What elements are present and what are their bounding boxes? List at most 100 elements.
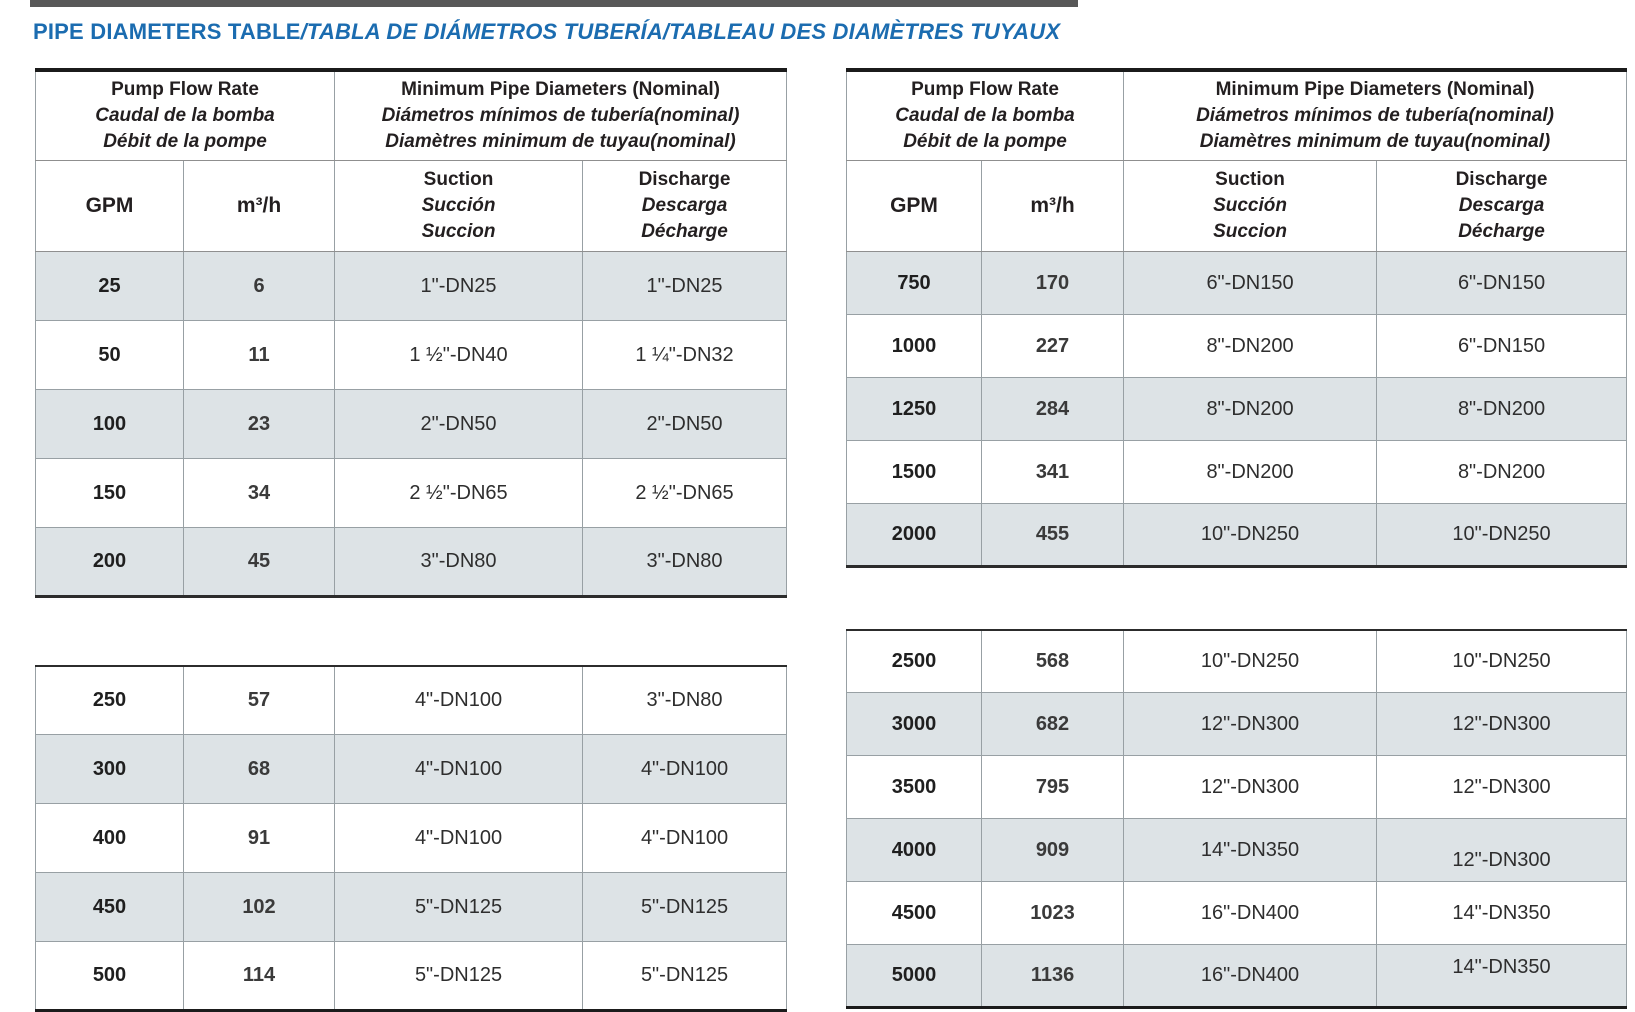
- suction-value: 16"-DN400: [1123, 944, 1377, 1009]
- flow-rate-label-en: Pump Flow Rate: [911, 78, 1059, 100]
- page-title: PIPE DIAMETERS TABLE/TABLA DE DIÁMETROS …: [33, 19, 1060, 45]
- gpm-value: 1000: [846, 314, 982, 378]
- m3h-header: m³/h: [980, 160, 1124, 252]
- m3h-value: 6: [182, 251, 335, 321]
- suction-value: 1 ½"-DN40: [334, 320, 583, 390]
- discharge-value: 1"-DN25: [582, 251, 788, 321]
- suction-value: 5"-DN125: [334, 941, 583, 1012]
- gpm-value: 5000: [846, 944, 982, 1009]
- discharge-value: 5"-DN125: [582, 872, 788, 942]
- min-diameters-label-es: Diámetros mínimos de tubería(nominal): [381, 104, 740, 126]
- discharge-label-en: Discharge: [638, 168, 731, 190]
- m3h-value: 568: [980, 628, 1124, 693]
- gpm-value: 4000: [846, 818, 982, 882]
- suction-value: 4"-DN100: [334, 734, 583, 804]
- truncated-top-bar: [30, 0, 1078, 7]
- gpm-value: 300: [35, 734, 184, 804]
- suction-label-fr: Succion: [1213, 221, 1287, 243]
- m3h-value: 34: [182, 458, 335, 528]
- m3h-value: 114: [182, 941, 335, 1012]
- table-row: 3500 795 12"-DN300 12"-DN300: [846, 755, 1628, 819]
- m3h-value: 1023: [980, 881, 1124, 945]
- table-row: 1250 284 8"-DN200 8"-DN200: [846, 377, 1628, 441]
- gpm-value: 1250: [846, 377, 982, 441]
- min-diameters-label-en: Minimum Pipe Diameters (Nominal): [1215, 78, 1535, 100]
- min-diameters-label-fr: Diamètres minimum de tuyau(nominal): [1199, 131, 1551, 153]
- suction-header: Suction Succión Succion: [1123, 160, 1377, 252]
- table-row: 4000 909 14"-DN350 12"-DN300: [846, 818, 1628, 882]
- discharge-value: 6"-DN150: [1376, 314, 1628, 378]
- gpm-value: 250: [35, 664, 184, 735]
- table-row: 300 68 4"-DN100 4"-DN100: [35, 734, 788, 804]
- table-row: 250 57 4"-DN100 3"-DN80: [35, 664, 788, 735]
- suction-value: 3"-DN80: [334, 527, 583, 598]
- min-diameters-header: Minimum Pipe Diameters (Nominal) Diámetr…: [334, 68, 788, 161]
- discharge-value: 12"-DN300: [1376, 818, 1628, 882]
- flow-rate-header: Pump Flow Rate Caudal de la bomba Débit …: [845, 68, 1124, 161]
- table-body: 750 170 6"-DN150 6"-DN150 1000 227 8"-DN200 6"-…: [846, 251, 1628, 1009]
- table-row: 100 23 2"-DN50 2"-DN50: [35, 389, 788, 459]
- suction-value: 8"-DN200: [1123, 377, 1377, 441]
- suction-label-es: Succión: [1213, 194, 1287, 216]
- suction-value: 8"-DN200: [1123, 314, 1377, 378]
- table-row: 50 11 1 ½"-DN40 1 ¼"-DN32: [35, 320, 788, 390]
- suction-value: 6"-DN150: [1123, 251, 1377, 315]
- m3h-value: 455: [980, 503, 1124, 568]
- m3h-value: 23: [182, 389, 335, 459]
- table-row: 2500 568 10"-DN250 10"-DN250: [846, 628, 1628, 693]
- table-row: 150 34 2 ½"-DN65 2 ½"-DN65: [35, 458, 788, 528]
- flow-rate-label-es: Caudal de la bomba: [95, 104, 275, 126]
- suction-value: 12"-DN300: [1123, 755, 1377, 819]
- discharge-value: 8"-DN200: [1376, 440, 1628, 504]
- discharge-value: 8"-DN200: [1376, 377, 1628, 441]
- discharge-value: 14"-DN350: [1376, 944, 1628, 1009]
- suction-value: 2"-DN50: [334, 389, 583, 459]
- gpm-header: GPM: [35, 160, 184, 252]
- suction-header: Suction Succión Succion: [334, 160, 583, 252]
- suction-value: 8"-DN200: [1123, 440, 1377, 504]
- header-row-units: GPM m³/h Suction Succión Succion Dischar…: [846, 160, 1628, 252]
- gpm-value: 750: [846, 251, 982, 315]
- flow-rate-label-en: Pump Flow Rate: [111, 78, 259, 100]
- gpm-value: 100: [35, 389, 184, 459]
- m3h-value: 909: [980, 818, 1124, 882]
- suction-value: 4"-DN100: [334, 664, 583, 735]
- discharge-header: Discharge Descarga Décharge: [1376, 160, 1628, 252]
- pipe-table-high-flow: Pump Flow Rate Caudal de la bomba Débit …: [845, 68, 1628, 1009]
- suction-value: 4"-DN100: [334, 803, 583, 873]
- page-title-translations: /TABLA DE DIÁMETROS TUBERÍA/TABLEAU DES …: [300, 19, 1061, 44]
- discharge-value: 10"-DN250: [1376, 503, 1628, 568]
- discharge-value: 2"-DN50: [582, 389, 788, 459]
- gpm-value: 2500: [846, 628, 982, 693]
- gpm-value: 500: [35, 941, 184, 1012]
- table-row: 500 114 5"-DN125 5"-DN125: [35, 941, 788, 1012]
- gpm-value: 3000: [846, 692, 982, 756]
- table-row: 200 45 3"-DN80 3"-DN80: [35, 527, 788, 598]
- min-diameters-label-fr: Diamètres minimum de tuyau(nominal): [385, 131, 736, 153]
- suction-label-es: Succión: [421, 194, 496, 216]
- m3h-value: 68: [182, 734, 335, 804]
- table-row: 1000 227 8"-DN200 6"-DN150: [846, 314, 1628, 378]
- gpm-value: 200: [35, 527, 184, 598]
- gpm-value: 1500: [846, 440, 982, 504]
- suction-value: 16"-DN400: [1123, 881, 1377, 945]
- min-diameters-header: Minimum Pipe Diameters (Nominal) Diámetr…: [1123, 68, 1628, 161]
- suction-value: 10"-DN250: [1123, 503, 1377, 568]
- m3h-value: 227: [980, 314, 1124, 378]
- m3h-value: 284: [980, 377, 1124, 441]
- gpm-value: 25: [35, 251, 184, 321]
- discharge-header: Discharge Descarga Décharge: [582, 160, 788, 252]
- m3h-header: m³/h: [182, 160, 335, 252]
- m3h-value: 11: [182, 320, 335, 390]
- page-title-en: PIPE DIAMETERS TABLE: [33, 19, 301, 44]
- suction-value: 14"-DN350: [1123, 818, 1377, 882]
- discharge-label-en: Discharge: [1455, 168, 1548, 190]
- discharge-label-fr: Décharge: [1458, 221, 1545, 243]
- suction-label-fr: Succion: [421, 221, 496, 243]
- m3h-value: 45: [182, 527, 335, 598]
- discharge-value: 10"-DN250: [1376, 628, 1628, 693]
- gpm-value: 50: [35, 320, 184, 390]
- pipe-table-low-flow: Pump Flow Rate Caudal de la bomba Débit …: [34, 68, 788, 1012]
- suction-value: 5"-DN125: [334, 872, 583, 942]
- flow-rate-label-fr: Débit de la pompe: [903, 131, 1067, 153]
